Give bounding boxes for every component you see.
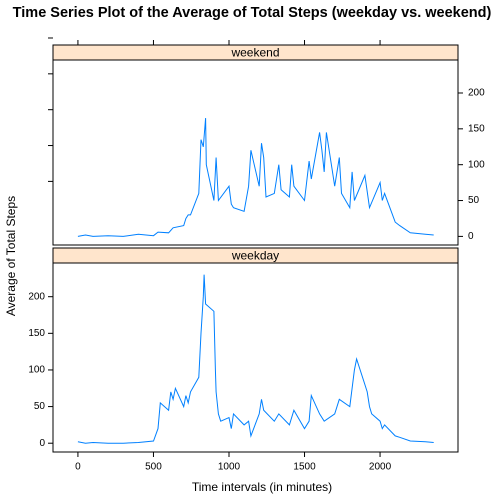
panel-frame xyxy=(52,262,459,453)
y-tick-label: 0 xyxy=(39,438,45,449)
x-axis-label: Time intervals (in minutes) xyxy=(192,480,332,494)
series-line xyxy=(77,274,434,444)
y-tick-label: 100 xyxy=(468,159,485,170)
y-tick-label: 200 xyxy=(28,291,45,302)
y-tick-label: 50 xyxy=(34,401,46,412)
y-axis-label: Average of Total Steps xyxy=(4,196,18,316)
chart-title: Time Series Plot of the Average of Total… xyxy=(13,5,492,21)
y-tick-label: 200 xyxy=(468,88,485,99)
strip-label: weekday xyxy=(231,249,279,263)
y-tick-label: 50 xyxy=(468,195,480,206)
y-tick-label: 150 xyxy=(468,123,485,134)
x-tick-label: 2000 xyxy=(369,462,392,473)
y-tick-label: 0 xyxy=(468,231,474,242)
panel-frame xyxy=(52,59,459,246)
x-tick-label: 1500 xyxy=(293,462,316,473)
x-tick-label: 0 xyxy=(75,462,81,473)
x-tick-label: 500 xyxy=(145,462,162,473)
y-tick-label: 150 xyxy=(28,328,45,339)
series-line xyxy=(77,118,434,237)
y-tick-label: 100 xyxy=(28,365,45,376)
x-tick-label: 1000 xyxy=(218,462,241,473)
strip-label: weekend xyxy=(230,46,279,60)
